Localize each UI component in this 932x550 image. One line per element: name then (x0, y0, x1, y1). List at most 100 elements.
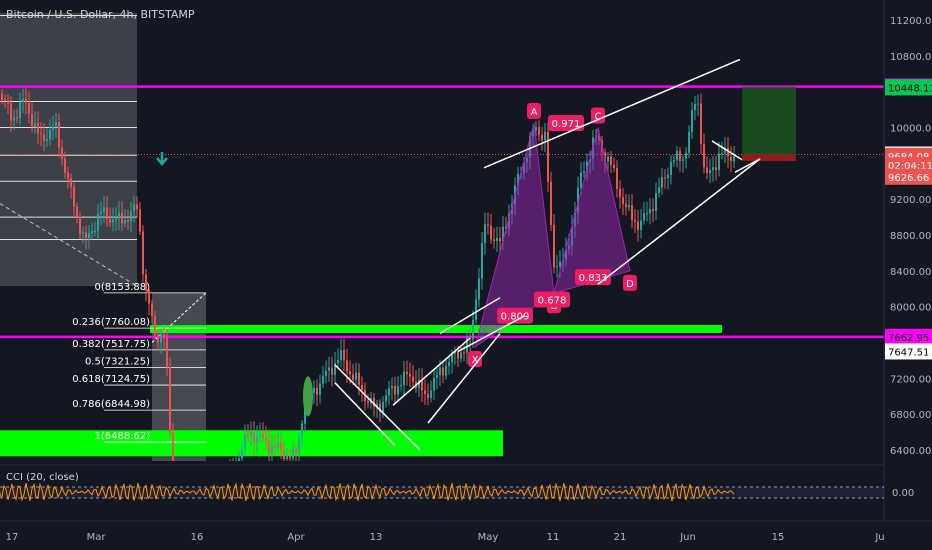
candle-body (391, 385, 393, 389)
candle-body (97, 213, 99, 231)
cci-value-label: 0.00 (892, 488, 914, 499)
time-tick-label: 21 (614, 532, 627, 543)
candle-body (127, 219, 129, 222)
price-badge (885, 79, 932, 96)
price-tick-label: 10800.00 (890, 52, 932, 63)
candle-body (109, 219, 111, 223)
candle-body (49, 129, 51, 140)
candle-body (343, 350, 345, 361)
candle-body (652, 209, 654, 212)
candle-body (4, 99, 6, 101)
time-tick-label: 15 (772, 532, 785, 543)
candle-body (325, 370, 327, 376)
price-tick-label: 10000.00 (890, 124, 932, 135)
candle-body (607, 156, 609, 162)
candle-body (490, 225, 492, 240)
ratio-label: 0.809 (501, 312, 530, 323)
price-tick-label: 11200.00 (890, 16, 932, 27)
candle-body (721, 153, 723, 155)
candle-body (478, 278, 480, 300)
candle-body (250, 432, 252, 437)
candle-body (322, 375, 324, 384)
candle-body (355, 372, 357, 380)
fib-label: 0.786(6844.98) (72, 399, 150, 410)
candle-body (730, 156, 732, 162)
candle-body (445, 366, 447, 376)
price-tick-label: 8400.00 (890, 267, 931, 278)
ratio-badge (497, 307, 533, 324)
candle-body (616, 168, 618, 189)
trend-line (392, 337, 471, 406)
candle-body (259, 434, 261, 437)
time-axis: 17 Mar 16 Apr 13 May 11 21 Jun 15 Ju (0, 520, 932, 543)
candle-body (724, 148, 726, 154)
candle-body (646, 213, 648, 215)
candle-body (439, 367, 441, 376)
candle-body (76, 206, 78, 217)
candle-body (37, 122, 39, 134)
trend-line (483, 58, 741, 169)
price-badge-label: 02:04:11 (888, 161, 932, 172)
candle-body (676, 150, 678, 161)
candle-body (52, 126, 54, 130)
trend-line (334, 364, 421, 451)
candle-body (427, 394, 429, 398)
candle-body (265, 437, 267, 441)
candle-body (139, 209, 141, 232)
trend-line (427, 333, 501, 424)
candle-body (100, 211, 102, 214)
time-tick-label: Mar (87, 532, 107, 543)
time-tick-label: Jun (679, 532, 696, 543)
candle-body (136, 204, 138, 210)
candle-body (358, 372, 360, 385)
candle-body (658, 187, 660, 193)
fib-label: 0.5(7321.25) (85, 356, 150, 367)
candle-body (61, 147, 63, 159)
fib-label: 0.236(7760.08) (72, 317, 150, 328)
ratio-label: 0.971 (552, 119, 581, 130)
candle-body (79, 216, 81, 234)
candle-body (661, 177, 663, 188)
candle-body (337, 360, 339, 364)
fib-label: 0.382(7517.75) (72, 339, 150, 350)
candle-body (472, 319, 474, 340)
fib-label: 0.618(7124.75) (72, 374, 150, 385)
candle-body (385, 395, 387, 402)
candle-body (475, 299, 477, 320)
ratio-label: 0.678 (538, 296, 567, 307)
candle-body (94, 230, 96, 232)
candle-body (637, 221, 639, 231)
candle-body (349, 371, 351, 375)
candle-body (643, 213, 645, 221)
candle-body (448, 362, 450, 367)
candle-body (346, 360, 348, 372)
projection-box-left (0, 12, 137, 287)
candle-body (388, 388, 390, 396)
candle-body (274, 446, 276, 448)
candle-body (271, 446, 273, 454)
candle-body (133, 204, 135, 212)
candle-body (319, 383, 321, 395)
candle-body (628, 205, 630, 208)
candle-body (46, 139, 48, 142)
candle-body (397, 385, 399, 395)
target-zone (742, 86, 796, 155)
time-tick-label: Ju (874, 532, 884, 543)
candle-body (556, 266, 558, 268)
candle-body (466, 338, 468, 353)
trend-line (439, 297, 501, 335)
candle-body (64, 158, 66, 173)
candle-body (583, 171, 585, 173)
ratio-badge (548, 115, 584, 132)
candle-body (535, 127, 537, 131)
candle-body (463, 352, 465, 354)
candle-body (73, 186, 75, 207)
price-badge-label: 9626.66 (888, 173, 929, 184)
pattern-point-badge (527, 103, 541, 120)
candle-body (367, 400, 369, 403)
candle-body (619, 188, 621, 198)
candle-body (31, 113, 33, 128)
candle-body (28, 102, 30, 114)
candle-body (22, 99, 24, 103)
candle-body (631, 205, 633, 221)
